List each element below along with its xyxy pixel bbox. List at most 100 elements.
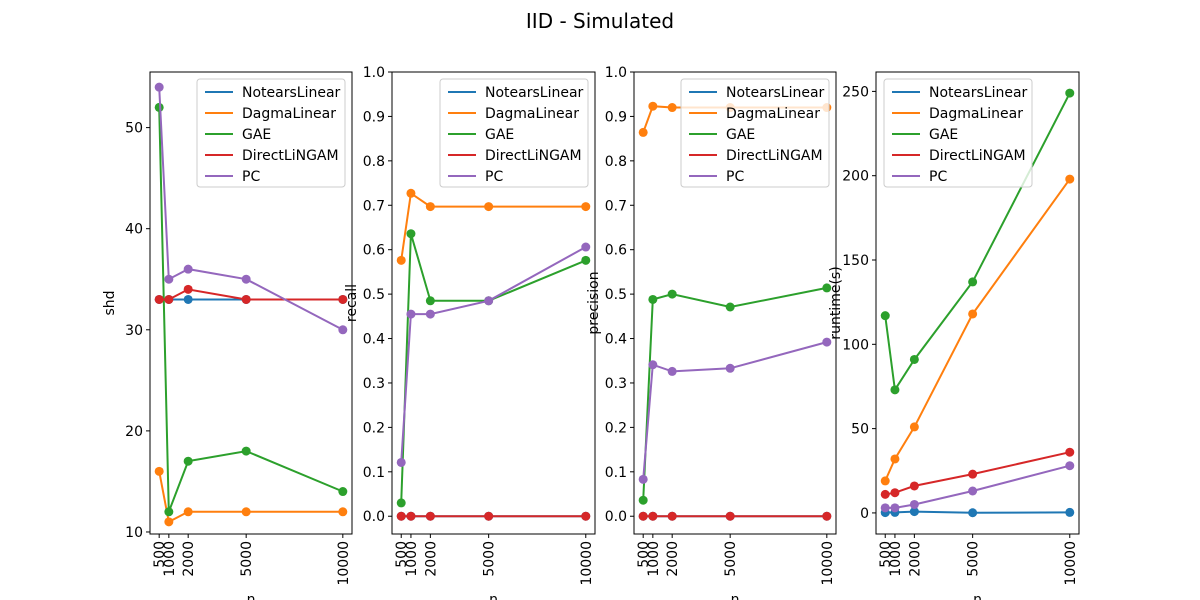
data-point xyxy=(909,507,919,517)
data-point xyxy=(1065,88,1075,98)
legend-entry: DirectLiNGAM xyxy=(726,148,823,164)
y-tick-label: 0.6 xyxy=(363,243,385,259)
y-tick-label: 30 xyxy=(125,323,143,339)
axes-frame xyxy=(149,71,353,535)
x-tick-label: 5000 xyxy=(723,541,739,577)
y-tick-label: 0 xyxy=(860,506,869,522)
x-tick-label: 2000 xyxy=(181,541,197,577)
data-point xyxy=(1065,174,1075,184)
x-tick-label: 5000 xyxy=(482,541,498,577)
y-tick-label: 0.0 xyxy=(363,509,385,525)
y-tick-label: 200 xyxy=(842,169,869,185)
data-point xyxy=(890,503,900,513)
y-tick-label: 0.6 xyxy=(605,243,627,259)
x-axis-label: n xyxy=(247,592,256,600)
y-tick-label: 20 xyxy=(125,424,143,440)
data-point xyxy=(581,255,591,265)
legend-entry: DagmaLinear xyxy=(726,106,820,122)
data-point xyxy=(154,82,164,92)
data-point xyxy=(968,469,978,479)
y-tick-label: 0.5 xyxy=(363,287,385,303)
y-tick-label: 0.4 xyxy=(363,332,385,348)
data-point xyxy=(338,507,348,517)
legend-frame xyxy=(196,78,346,188)
data-point xyxy=(396,457,406,467)
data-point xyxy=(725,302,735,312)
data-point xyxy=(880,503,890,513)
data-point xyxy=(968,486,978,496)
data-point xyxy=(396,255,406,265)
axes-frame xyxy=(633,71,837,535)
legend: NotearsLinear DagmaLinear GAE DirectLiNGAM P… xyxy=(883,78,1033,188)
y-tick-label: 50 xyxy=(851,422,869,438)
data-point xyxy=(880,311,890,321)
data-point xyxy=(406,309,416,319)
data-point xyxy=(968,309,978,319)
x-tick-label: 500 xyxy=(152,541,168,568)
legend-entry: PC xyxy=(726,169,744,185)
x-tick-label: 1000 xyxy=(162,541,178,577)
data-point xyxy=(648,101,658,111)
data-point xyxy=(725,363,735,373)
y-tick-label: 150 xyxy=(842,253,869,269)
data-point xyxy=(484,511,494,521)
y-tick-label: 0.3 xyxy=(363,376,385,392)
data-point xyxy=(164,274,174,284)
legend-entry: PC xyxy=(929,169,947,185)
legend-entry: DagmaLinear xyxy=(242,106,336,122)
data-point xyxy=(648,360,658,370)
legend-entry: DirectLiNGAM xyxy=(242,148,339,164)
data-point xyxy=(183,294,193,304)
legend-entry: NotearsLinear xyxy=(242,85,341,101)
data-point xyxy=(648,511,658,521)
x-tick-label: 10000 xyxy=(820,541,836,586)
subplot-2: 0.00.10.20.30.40.50.60.70.80.91.05001000… xyxy=(344,65,596,600)
x-tick-label: 1000 xyxy=(404,541,420,577)
legend-frame xyxy=(439,78,589,188)
data-point xyxy=(1065,447,1075,457)
legend-entry: DagmaLinear xyxy=(485,106,579,122)
data-point xyxy=(581,242,591,252)
data-point xyxy=(667,103,677,113)
legend-frame xyxy=(883,78,1033,188)
legend-entry: GAE xyxy=(929,127,958,143)
data-point xyxy=(581,202,591,212)
y-tick-label: 100 xyxy=(842,337,869,353)
y-tick-label: 0.0 xyxy=(605,509,627,525)
data-point xyxy=(909,354,919,364)
x-tick-label: 10000 xyxy=(336,541,352,586)
y-tick-label: 10 xyxy=(125,525,143,541)
x-axis-label: n xyxy=(731,592,740,600)
x-tick-label: 5000 xyxy=(966,541,982,577)
legend-entry: NotearsLinear xyxy=(929,85,1028,101)
data-point xyxy=(667,366,677,376)
data-point xyxy=(183,507,193,517)
data-point xyxy=(725,511,735,521)
legend-entry: PC xyxy=(242,169,260,185)
data-point xyxy=(822,511,832,521)
data-point xyxy=(638,495,648,505)
y-tick-label: 0.2 xyxy=(363,420,385,436)
legend: NotearsLinear DagmaLinear GAE DirectLiNGAM P… xyxy=(439,78,589,188)
y-tick-label: 1.0 xyxy=(363,65,385,81)
data-point xyxy=(667,511,677,521)
data-point xyxy=(425,511,435,521)
y-tick-label: 0.9 xyxy=(605,109,627,125)
legend-entry: NotearsLinear xyxy=(726,85,825,101)
y-axis-label: shd xyxy=(102,290,118,315)
axes-frame xyxy=(875,71,1080,535)
legend-entry: DirectLiNGAM xyxy=(485,148,582,164)
data-point xyxy=(338,325,348,335)
x-tick-label: 10000 xyxy=(1063,541,1079,586)
legend-entry: DagmaLinear xyxy=(929,106,1023,122)
y-tick-label: 0.7 xyxy=(363,198,385,214)
x-tick-label: 5000 xyxy=(239,541,255,577)
y-tick-label: 0.8 xyxy=(363,154,385,170)
series-line-gae xyxy=(642,286,827,501)
subplot-3: 0.00.10.20.30.40.50.60.70.80.91.05001000… xyxy=(586,65,837,600)
axes-frame xyxy=(391,71,596,535)
x-tick-label: 500 xyxy=(636,541,652,568)
